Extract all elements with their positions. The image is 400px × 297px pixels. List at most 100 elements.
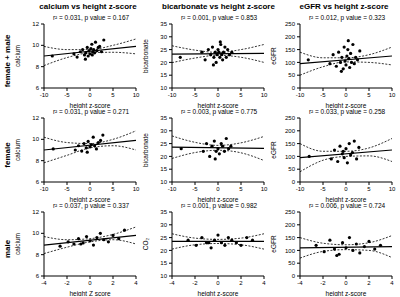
svg-text:12: 12 xyxy=(32,116,39,121)
svg-text:12: 12 xyxy=(32,210,39,215)
svg-text:-2: -2 xyxy=(192,280,198,286)
svg-text:-2: -2 xyxy=(320,280,326,286)
svg-text:25: 25 xyxy=(160,141,167,147)
svg-text:height z-score: height z-score xyxy=(326,196,367,202)
svg-text:5: 5 xyxy=(239,186,243,192)
svg-text:-10: -10 xyxy=(296,92,305,98)
svg-text:eGFR: eGFR xyxy=(270,141,277,159)
svg-text:0: 0 xyxy=(292,179,296,185)
svg-text:10: 10 xyxy=(160,179,167,185)
svg-text:50: 50 xyxy=(288,72,295,78)
svg-text:35: 35 xyxy=(160,210,167,215)
svg-text:10: 10 xyxy=(32,42,39,48)
svg-text:10: 10 xyxy=(261,92,268,98)
svg-text:0: 0 xyxy=(216,280,220,286)
svg-text:0: 0 xyxy=(344,186,348,192)
svg-text:-4: -4 xyxy=(41,280,47,286)
svg-text:30: 30 xyxy=(160,34,167,40)
svg-text:height Z score: height Z score xyxy=(69,290,111,296)
svg-text:-10: -10 xyxy=(296,186,305,192)
svg-text:0: 0 xyxy=(292,273,296,279)
svg-text:150: 150 xyxy=(285,235,296,241)
svg-text:5: 5 xyxy=(111,92,115,98)
svg-text:10: 10 xyxy=(133,92,140,98)
svg-text:150: 150 xyxy=(285,47,296,53)
svg-text:30: 30 xyxy=(160,128,167,134)
svg-text:200: 200 xyxy=(285,222,296,228)
svg-text:-5: -5 xyxy=(320,186,326,192)
svg-text:0: 0 xyxy=(216,92,220,98)
svg-text:250: 250 xyxy=(285,116,296,121)
svg-text:CO₂: CO₂ xyxy=(142,237,149,250)
svg-text:calcium: calcium xyxy=(14,45,21,67)
svg-text:100: 100 xyxy=(285,248,296,254)
svg-text:2: 2 xyxy=(111,280,115,286)
svg-text:0: 0 xyxy=(216,186,220,192)
svg-text:-10: -10 xyxy=(40,186,49,192)
svg-text:5: 5 xyxy=(111,186,115,192)
svg-text:bicarbonate: bicarbonate xyxy=(142,39,149,73)
svg-text:-4: -4 xyxy=(297,280,303,286)
svg-text:100: 100 xyxy=(285,60,296,66)
svg-text:150: 150 xyxy=(285,141,296,147)
svg-text:25: 25 xyxy=(160,47,167,53)
svg-text:50: 50 xyxy=(288,166,295,172)
svg-text:25: 25 xyxy=(160,235,167,241)
svg-text:-10: -10 xyxy=(168,92,177,98)
svg-text:10: 10 xyxy=(32,136,39,142)
svg-text:-5: -5 xyxy=(192,92,198,98)
svg-text:-5: -5 xyxy=(64,92,70,98)
svg-text:8: 8 xyxy=(36,158,40,164)
svg-text:0: 0 xyxy=(344,280,348,286)
svg-text:calcium: calcium xyxy=(14,233,21,255)
svg-text:calcium: calcium xyxy=(14,139,21,161)
svg-text:250: 250 xyxy=(285,22,296,27)
svg-text:0: 0 xyxy=(344,92,348,98)
svg-text:4: 4 xyxy=(134,280,138,286)
svg-text:5: 5 xyxy=(239,92,243,98)
svg-text:6: 6 xyxy=(36,85,40,91)
svg-text:20: 20 xyxy=(160,248,167,254)
svg-text:10: 10 xyxy=(389,92,396,98)
svg-text:6: 6 xyxy=(36,179,40,185)
svg-text:height z-score: height z-score xyxy=(326,290,367,296)
svg-text:-10: -10 xyxy=(40,92,49,98)
svg-text:8: 8 xyxy=(36,64,40,70)
svg-text:2: 2 xyxy=(367,280,371,286)
svg-text:6: 6 xyxy=(36,273,40,279)
svg-text:height z-score: height z-score xyxy=(70,196,111,202)
svg-text:30: 30 xyxy=(160,222,167,228)
svg-text:0: 0 xyxy=(88,186,92,192)
svg-text:0: 0 xyxy=(292,85,296,91)
svg-text:50: 50 xyxy=(288,260,295,266)
svg-text:-5: -5 xyxy=(192,186,198,192)
svg-text:4: 4 xyxy=(390,280,394,286)
svg-text:eGFR: eGFR xyxy=(270,235,277,253)
svg-text:height z-score: height z-score xyxy=(70,102,111,108)
svg-text:-5: -5 xyxy=(320,92,326,98)
svg-text:15: 15 xyxy=(160,166,167,172)
svg-text:-2: -2 xyxy=(64,280,70,286)
svg-text:100: 100 xyxy=(285,154,296,160)
svg-text:200: 200 xyxy=(285,128,296,134)
svg-text:height z-score: height z-score xyxy=(198,196,239,202)
svg-text:0: 0 xyxy=(88,92,92,98)
svg-text:4: 4 xyxy=(262,280,266,286)
svg-text:eGFR: eGFR xyxy=(270,47,277,65)
svg-text:10: 10 xyxy=(389,186,396,192)
svg-text:height z-score: height z-score xyxy=(198,102,239,108)
svg-text:250: 250 xyxy=(285,210,296,215)
svg-text:8: 8 xyxy=(36,252,40,258)
svg-text:20: 20 xyxy=(160,60,167,66)
svg-text:200: 200 xyxy=(285,34,296,40)
svg-text:0: 0 xyxy=(88,280,92,286)
svg-text:10: 10 xyxy=(133,186,140,192)
svg-text:35: 35 xyxy=(160,22,167,27)
svg-text:-4: -4 xyxy=(169,280,175,286)
svg-text:-5: -5 xyxy=(64,186,70,192)
svg-text:5: 5 xyxy=(367,186,371,192)
svg-text:height z-score: height z-score xyxy=(198,290,239,296)
svg-text:height z-score: height z-score xyxy=(326,102,367,108)
svg-text:5: 5 xyxy=(367,92,371,98)
svg-text:10: 10 xyxy=(160,85,167,91)
